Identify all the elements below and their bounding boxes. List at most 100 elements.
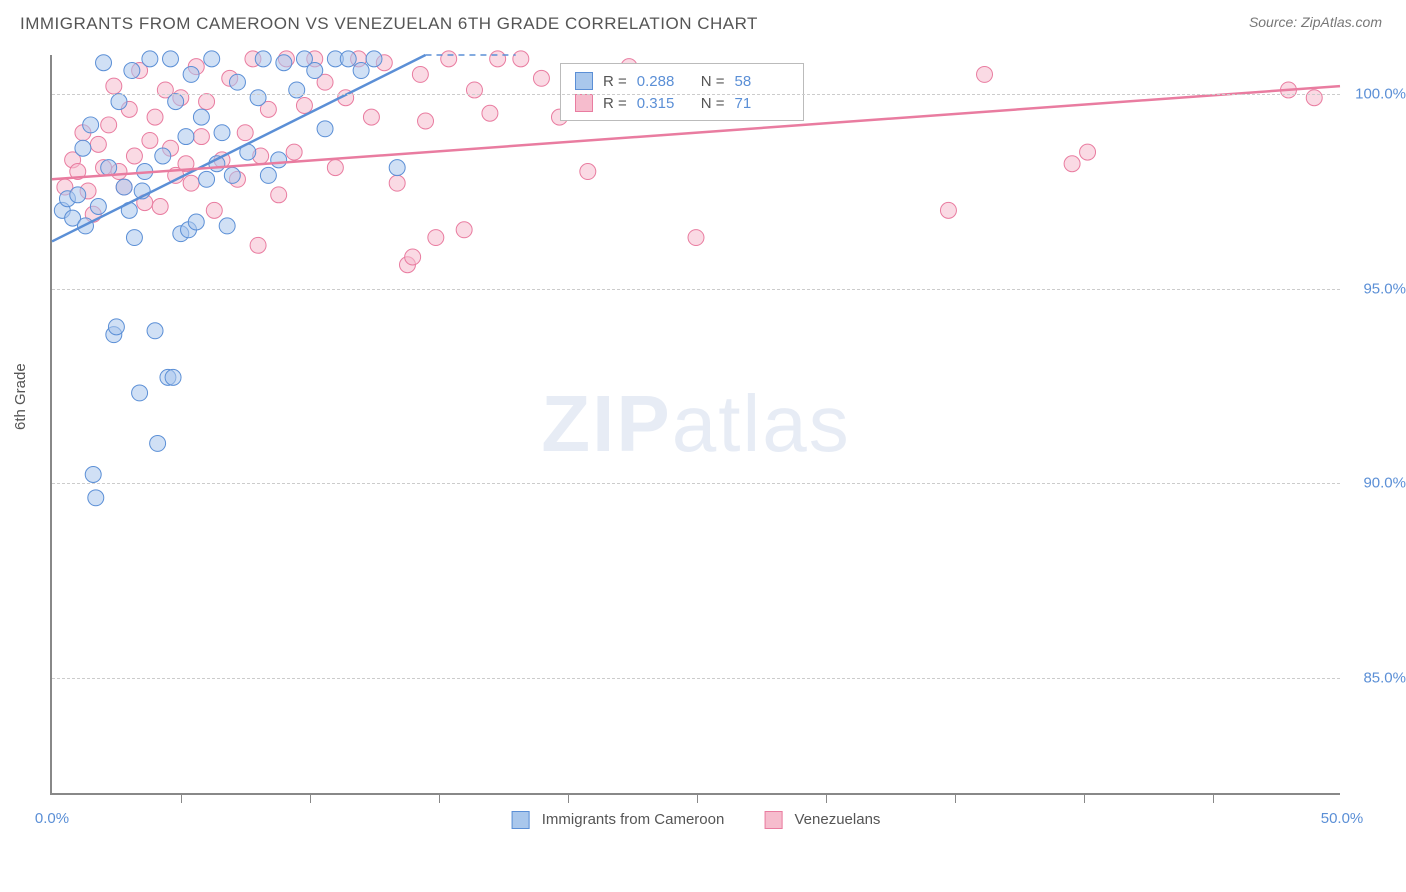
data-point [116,179,132,195]
data-point [219,218,235,234]
y-tick-label: 100.0% [1346,85,1406,102]
data-point [124,63,140,79]
legend-item: Immigrants from Cameroon [512,811,725,829]
chart-header: IMMIGRANTS FROM CAMEROON VS VENEZUELAN 6… [0,0,1406,50]
data-point [126,148,142,164]
data-point [428,230,444,246]
data-point [126,230,142,246]
gridline [52,483,1340,484]
x-tick [310,793,311,803]
y-tick-label: 85.0% [1346,670,1406,687]
data-point [90,136,106,152]
data-point [405,249,421,265]
plot-area: ZIPatlas R = 0.288 N = 58 R = 0.315 N = … [50,55,1340,795]
legend-swatch-icon [575,72,593,90]
legend-swatch-icon [575,94,593,112]
data-point [366,51,382,67]
data-point [204,51,220,67]
source-attribution: Source: ZipAtlas.com [1249,14,1382,30]
data-point [168,94,184,110]
stats-legend: R = 0.288 N = 58 R = 0.315 N = 71 [560,63,804,121]
data-point [199,94,215,110]
x-tick [955,793,956,803]
data-point [513,51,529,67]
gridline [52,678,1340,679]
data-point [214,125,230,141]
data-point [250,90,266,106]
x-tick [697,793,698,803]
data-point [206,202,222,218]
x-tick [1084,793,1085,803]
data-point [296,98,312,114]
data-point [1080,144,1096,160]
data-point [389,175,405,191]
data-point [418,113,434,129]
data-point [688,230,704,246]
data-point [188,214,204,230]
data-point [977,66,993,82]
data-point [340,51,356,67]
data-point [260,167,276,183]
data-point [178,129,194,145]
x-tick-label: 0.0% [35,810,69,827]
data-point [353,63,369,79]
data-point [317,121,333,137]
x-tick [439,793,440,803]
data-point [150,435,166,451]
data-point [183,66,199,82]
data-point [255,51,271,67]
data-point [286,144,302,160]
data-point [490,51,506,67]
data-point [229,74,245,90]
data-point [193,129,209,145]
x-tick [826,793,827,803]
data-point [106,78,122,94]
data-point [147,109,163,125]
data-point [363,109,379,125]
data-point [327,160,343,176]
data-point [237,125,253,141]
data-point [152,199,168,215]
data-point [289,82,305,98]
data-point [456,222,472,238]
data-point [101,160,117,176]
x-tick-label: 50.0% [1321,810,1364,827]
data-point [142,132,158,148]
data-point [101,117,117,133]
stats-legend-row: R = 0.315 N = 71 [575,92,789,114]
data-point [155,148,171,164]
data-point [108,319,124,335]
legend-item: Venezuelans [764,811,880,829]
data-point [183,175,199,191]
gridline [52,289,1340,290]
x-tick [1213,793,1214,803]
data-point [111,94,127,110]
data-point [224,167,240,183]
gridline [52,94,1340,95]
data-point [441,51,457,67]
data-point [85,467,101,483]
y-tick-label: 90.0% [1346,475,1406,492]
stats-legend-row: R = 0.288 N = 58 [575,70,789,92]
data-point [132,385,148,401]
data-point [412,66,428,82]
data-point [276,55,292,71]
legend-swatch-icon [512,811,530,829]
data-point [83,117,99,133]
data-point [163,51,179,67]
data-point [96,55,112,71]
y-axis-label: 6th Grade [12,363,29,430]
data-point [940,202,956,218]
data-point [199,171,215,187]
series-legend: Immigrants from Cameroon Venezuelans [512,811,881,829]
data-point [1306,90,1322,106]
data-point [389,160,405,176]
data-point [482,105,498,121]
y-tick-label: 95.0% [1346,280,1406,297]
data-point [142,51,158,67]
chart-title: IMMIGRANTS FROM CAMEROON VS VENEZUELAN 6… [20,14,758,33]
data-point [250,237,266,253]
data-point [466,82,482,98]
data-point [1064,156,1080,172]
data-point [90,199,106,215]
